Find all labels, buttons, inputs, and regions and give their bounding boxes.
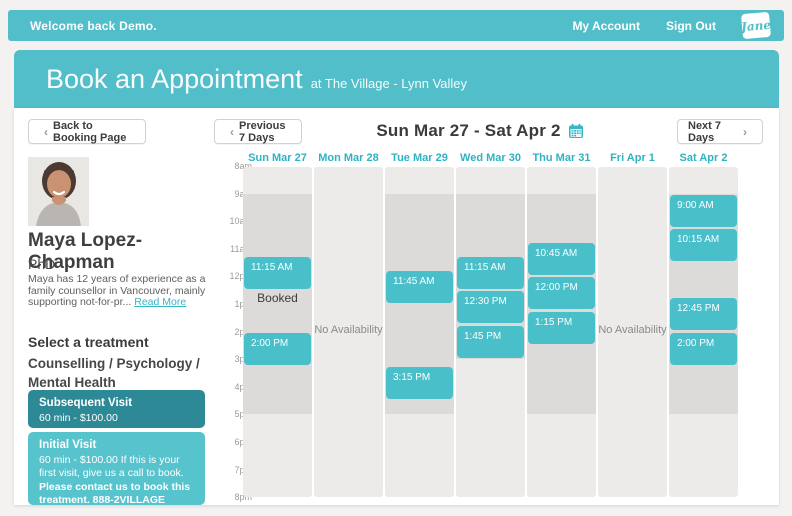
time-slot-button[interactable]: 2:00 PM bbox=[670, 332, 737, 365]
next-7-days-button[interactable]: Next 7 Days › bbox=[677, 119, 763, 144]
time-label: 11am bbox=[230, 243, 252, 254]
day-column bbox=[598, 167, 667, 497]
day-header: Mon Mar 28 bbox=[318, 152, 379, 164]
practitioner-photo bbox=[28, 157, 89, 226]
time-slot-button[interactable]: 11:45 AM bbox=[386, 270, 453, 303]
welcome-text: Welcome back Demo. bbox=[30, 18, 157, 33]
time-slot-button[interactable]: 1:15 PM bbox=[528, 311, 595, 344]
practitioner-photo-image bbox=[28, 157, 89, 226]
time-slot-button[interactable]: 12:45 PM bbox=[670, 298, 737, 331]
time-slot-button[interactable]: 9:00 AM bbox=[670, 194, 737, 227]
next-7-days-label: Next 7 Days bbox=[688, 119, 722, 144]
time-slot-button[interactable]: 3:15 PM bbox=[386, 367, 453, 400]
date-range-title: Sun Mar 27 - Sat Apr 2 bbox=[350, 118, 610, 144]
practitioner-bio-text: Maya has 12 years of experience as a fam… bbox=[28, 273, 206, 308]
treatment-initial-visit[interactable]: Initial Visit 60 min - $100.00 If this i… bbox=[28, 432, 205, 506]
time-slot-button[interactable]: 11:15 AM bbox=[244, 256, 311, 289]
chevron-left-icon: ‹ bbox=[230, 124, 234, 139]
treatment-category: Counselling / Psychology / Mental Health bbox=[28, 356, 200, 390]
jane-logo-text: Jane bbox=[740, 17, 772, 34]
sign-out-link[interactable]: Sign Out bbox=[666, 18, 716, 33]
availability-shade bbox=[243, 193, 312, 415]
day-header: Sat Apr 2 bbox=[679, 152, 728, 164]
no-availability-label: No Availability bbox=[314, 324, 383, 336]
practitioner-credential: PhD bbox=[28, 256, 56, 272]
time-slot-button[interactable]: 2:00 PM bbox=[244, 332, 311, 365]
jane-logo[interactable]: Jane bbox=[740, 11, 772, 40]
back-to-booking-label: Back to Booking Page bbox=[53, 119, 127, 144]
time-slot-button[interactable]: 10:15 AM bbox=[670, 229, 737, 262]
treatment-name: Initial Visit bbox=[39, 439, 97, 451]
my-account-link[interactable]: My Account bbox=[572, 18, 640, 33]
time-slot-button[interactable]: 12:30 PM bbox=[457, 291, 524, 324]
time-slot-button[interactable]: 1:45 PM bbox=[457, 325, 524, 358]
date-range-text: Sun Mar 27 - Sat Apr 2 bbox=[376, 121, 561, 140]
chevron-right-icon: › bbox=[743, 124, 747, 139]
time-label: 8pm bbox=[234, 492, 252, 503]
select-treatment-heading: Select a treatment bbox=[28, 334, 149, 350]
time-label: 12pm bbox=[229, 271, 252, 282]
practitioner-name: Maya Lopez-Chapman bbox=[28, 230, 143, 273]
day-header: Sun Mar 27 bbox=[248, 152, 307, 164]
booked-label: Booked bbox=[257, 291, 298, 306]
day-header: Thu Mar 31 bbox=[532, 152, 591, 164]
time-label: 8am bbox=[234, 161, 252, 171]
treatment-note: Please contact us to book this treatment… bbox=[39, 481, 191, 506]
day-header: Wed Mar 30 bbox=[460, 152, 521, 164]
calendar-icon[interactable] bbox=[568, 123, 584, 139]
practitioner-bio: Maya has 12 years of experience as a fam… bbox=[28, 273, 208, 309]
no-availability-label: No Availability bbox=[598, 324, 667, 336]
time-slot-button[interactable]: 12:00 PM bbox=[528, 277, 595, 310]
top-bar: Welcome back Demo. My Account Sign Out J… bbox=[8, 10, 784, 41]
time-slot-button[interactable]: 11:15 AM bbox=[457, 256, 524, 289]
page-title: Book an Appointment bbox=[46, 64, 303, 94]
time-label: 10am bbox=[229, 216, 252, 227]
treatment-detail: 60 min - $100.00 bbox=[39, 412, 118, 424]
time-slot-button[interactable]: 10:45 AM bbox=[528, 242, 595, 275]
previous-7-days-button[interactable]: ‹ Previous 7 Days bbox=[214, 119, 302, 144]
read-more-link[interactable]: Read More bbox=[134, 296, 187, 308]
page-subtitle: at The Village - Lynn Valley bbox=[310, 76, 468, 91]
previous-7-days-label: Previous 7 Days bbox=[239, 119, 286, 144]
treatment-subsequent-visit[interactable]: Subsequent Visit 60 min - $100.00 bbox=[28, 390, 205, 428]
treatment-name: Subsequent Visit bbox=[39, 397, 133, 409]
day-column bbox=[314, 167, 383, 497]
chevron-left-icon: ‹ bbox=[44, 124, 48, 139]
page-banner: Book an Appointment at The Village - Lyn… bbox=[14, 50, 779, 108]
day-header: Fri Apr 1 bbox=[610, 152, 655, 164]
day-header: Tue Mar 29 bbox=[391, 152, 448, 164]
treatment-detail: 60 min - $100.00 If this is your first v… bbox=[39, 454, 184, 479]
back-to-booking-button[interactable]: ‹ Back to Booking Page bbox=[28, 119, 146, 144]
